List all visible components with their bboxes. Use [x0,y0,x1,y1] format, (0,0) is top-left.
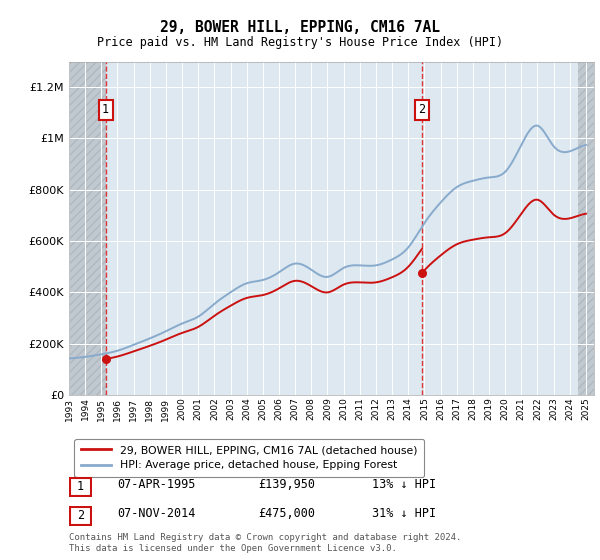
Text: 1: 1 [77,480,84,493]
Bar [578,62,594,395]
Text: Price paid vs. HM Land Registry's House Price Index (HPI): Price paid vs. HM Land Registry's House … [97,36,503,49]
Text: 29, BOWER HILL, EPPING, CM16 7AL: 29, BOWER HILL, EPPING, CM16 7AL [160,20,440,35]
Text: £139,950: £139,950 [258,478,315,491]
Legend: 29, BOWER HILL, EPPING, CM16 7AL (detached house), HPI: Average price, detached : 29, BOWER HILL, EPPING, CM16 7AL (detach… [74,438,424,477]
Text: 07-NOV-2014: 07-NOV-2014 [117,507,196,520]
Bar [69,62,106,395]
Text: Contains HM Land Registry data © Crown copyright and database right 2024.
This d: Contains HM Land Registry data © Crown c… [69,534,461,553]
Text: 13% ↓ HPI: 13% ↓ HPI [372,478,436,491]
Text: 31% ↓ HPI: 31% ↓ HPI [372,507,436,520]
Text: 2: 2 [418,104,425,116]
Text: 1: 1 [102,104,109,116]
Text: 2: 2 [77,509,84,522]
Text: £475,000: £475,000 [258,507,315,520]
Text: 07-APR-1995: 07-APR-1995 [117,478,196,491]
